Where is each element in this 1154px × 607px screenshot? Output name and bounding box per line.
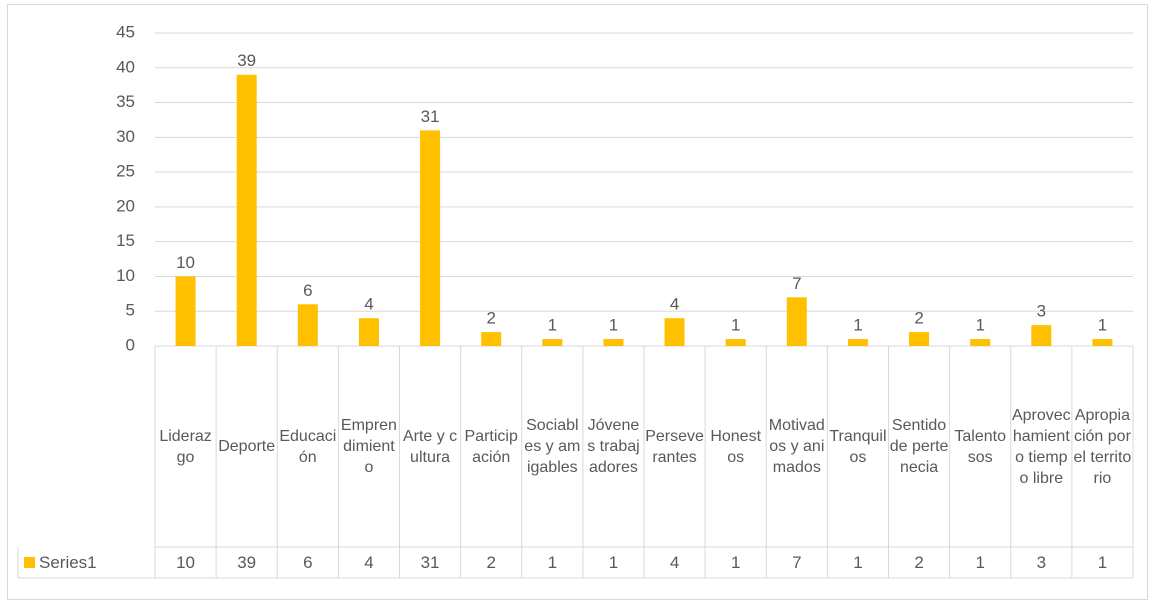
data-label: 1 (548, 316, 557, 335)
y-tick-label: 15 (116, 231, 135, 250)
data-label: 4 (670, 295, 679, 314)
y-tick-label: 10 (116, 266, 135, 285)
bar (542, 339, 563, 346)
category-label: Educación (279, 427, 337, 466)
table-value: 10 (176, 553, 196, 572)
bar (358, 318, 379, 346)
y-tick-label: 0 (126, 335, 135, 354)
bar (664, 318, 685, 346)
data-label: 31 (421, 107, 440, 126)
y-tick-label: 35 (116, 92, 135, 111)
data-label: 3 (1037, 302, 1046, 321)
data-label: 6 (303, 281, 312, 300)
data-label: 2 (486, 309, 495, 328)
category-label: Perseverantes (645, 427, 704, 466)
bar (175, 276, 196, 346)
y-tick-label: 40 (116, 57, 135, 76)
category-label: Participación (464, 427, 518, 466)
category-label: Apropiación por el territorio (1073, 406, 1132, 487)
table-value: 1 (1097, 553, 1108, 572)
category-label: Honestos (710, 427, 762, 466)
category-label: Tranquilos (829, 427, 887, 466)
table-value: 39 (237, 553, 257, 572)
data-label: 1 (731, 316, 740, 335)
category-label: Sentido de pertenecia (889, 417, 949, 476)
data-label: 7 (792, 274, 801, 293)
table-value: 1 (853, 553, 863, 572)
y-tick-label: 45 (116, 22, 135, 41)
data-label: 1 (975, 316, 984, 335)
table-value: 7 (792, 553, 802, 572)
table-value: 6 (303, 553, 313, 572)
bar (909, 332, 930, 346)
table-value: 1 (730, 553, 741, 572)
bar (297, 304, 318, 346)
y-tick-label: 25 (116, 162, 135, 181)
data-label: 39 (237, 51, 256, 70)
category-label: Aprovechamiento tiempo libre (1011, 406, 1071, 487)
chart-border (7, 4, 1148, 600)
data-label: 4 (364, 295, 373, 314)
y-tick-label: 30 (116, 127, 135, 146)
category-label: Sociables y amigables (524, 417, 581, 476)
category-label: Deporte (218, 438, 276, 455)
data-label: 2 (914, 309, 923, 328)
legend-swatch (24, 557, 35, 568)
bar (420, 130, 441, 346)
table-value: 1 (608, 553, 619, 572)
table-value: 3 (1036, 553, 1047, 572)
category-label: Liderazgo (159, 427, 212, 466)
data-label: 1 (853, 316, 862, 335)
bar (847, 339, 868, 346)
table-value: 1 (547, 553, 558, 572)
category-label: Motivados y animados (768, 417, 825, 476)
y-tick-label: 20 (116, 196, 135, 215)
table-value: 1 (975, 553, 985, 572)
data-label: 1 (1098, 316, 1107, 335)
category-label: Arte y cultura (402, 427, 458, 466)
table-value: 4 (364, 553, 374, 572)
table-value: 2 (486, 553, 496, 572)
bar (786, 297, 807, 346)
category-label: Jóvenes trabajadores (587, 417, 640, 476)
y-tick-label: 5 (126, 301, 135, 320)
legend-label: Series1 (39, 553, 97, 572)
bar (970, 339, 991, 346)
bar (603, 339, 624, 346)
data-label: 10 (176, 253, 195, 272)
bar (481, 332, 502, 346)
bar (236, 74, 257, 346)
bar (1092, 339, 1113, 346)
category-label: Emprendimiento (340, 417, 397, 476)
data-label: 1 (609, 316, 618, 335)
table-value: 4 (669, 553, 680, 572)
category-label: Talentosos (954, 427, 1006, 466)
bar (1031, 325, 1052, 346)
table-value: 2 (914, 553, 924, 572)
bar (725, 339, 746, 346)
table-value: 31 (420, 553, 440, 572)
